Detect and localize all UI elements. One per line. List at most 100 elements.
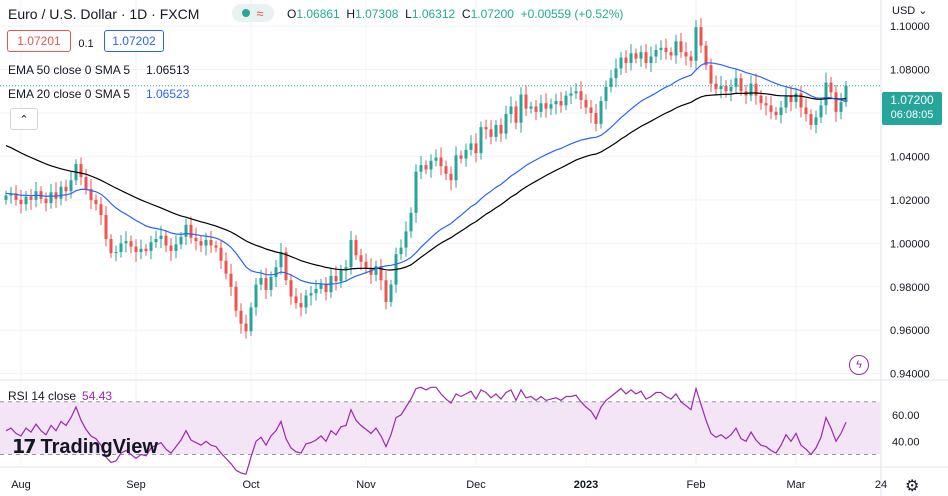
ema20-legend[interactable]: EMA 20 close 0 SMA 5 1.06523 <box>8 87 189 101</box>
candle-body <box>254 284 258 308</box>
candle-body <box>749 83 753 96</box>
rsi-legend[interactable]: RSI 14 close 54.43 <box>8 389 113 403</box>
candle-body <box>669 52 673 56</box>
candle-body <box>734 78 738 87</box>
candle-body <box>759 95 763 104</box>
candle-body <box>294 296 298 304</box>
candle-body <box>59 186 63 199</box>
price-tick-label: 1.10000 <box>890 21 930 33</box>
candle-body <box>539 103 543 112</box>
candle-body <box>259 278 263 285</box>
ema20-label: EMA 20 close 0 SMA 5 <box>8 87 131 101</box>
price-tick-label: 1.02000 <box>890 195 930 207</box>
candle-body <box>139 248 143 252</box>
change-value: +0.00559 (+0.52%) <box>520 7 624 21</box>
rsi-tick-label: 60.00 <box>892 410 920 422</box>
candle-body <box>839 102 843 112</box>
candle-body <box>69 180 73 192</box>
price-tick-label: 0.96000 <box>890 325 930 337</box>
high-value: 1.07308 <box>355 7 399 21</box>
candle-body <box>414 171 418 213</box>
candle-body <box>264 278 268 291</box>
candle-body <box>299 303 303 308</box>
candle-body <box>134 246 138 252</box>
candle-body <box>619 57 623 69</box>
candle-body <box>334 275 338 282</box>
candle-body <box>9 193 13 196</box>
candle-body <box>104 215 108 239</box>
candle-body <box>384 280 388 302</box>
candle-body <box>769 105 773 112</box>
candle-body <box>514 106 518 123</box>
candle-body <box>409 212 413 232</box>
candle-body <box>774 111 778 116</box>
candle-body <box>449 173 453 181</box>
candle-body <box>239 310 243 324</box>
candle-body <box>644 52 648 63</box>
candle-body <box>624 57 628 63</box>
spread-value: 0.1 <box>74 34 98 54</box>
candle-body <box>629 53 633 63</box>
candle-body <box>234 286 238 311</box>
candle-body <box>424 165 428 170</box>
tradingview-logo: 𝟭𝟳 TradingView <box>12 436 158 458</box>
candle-body <box>614 68 618 79</box>
market-status-pill[interactable]: ≈ <box>232 4 274 22</box>
candle-body <box>4 195 8 200</box>
candle-body <box>544 103 548 109</box>
candle-body <box>224 260 228 274</box>
candle-body <box>579 91 583 100</box>
candle-body <box>214 245 218 248</box>
candle-body <box>189 224 193 238</box>
candle-body <box>404 231 408 248</box>
candle-body <box>99 204 103 216</box>
candle-body <box>764 103 768 106</box>
candle-body <box>554 101 558 105</box>
candle-body <box>209 240 213 246</box>
candle-body <box>509 106 513 115</box>
buy-button[interactable]: 1.07202 <box>104 30 164 52</box>
collapse-legend-button[interactable]: ⌃ <box>10 108 38 130</box>
currency-selector[interactable]: USD ⌄ <box>892 5 928 17</box>
symbol-title[interactable]: Euro / U.S. Dollar · 1D · FXCM <box>8 6 200 22</box>
price-tick-label: 0.98000 <box>890 282 930 294</box>
candle-body <box>659 47 663 50</box>
candle-body <box>79 164 83 178</box>
candle-body <box>119 243 123 252</box>
candle-body <box>24 196 28 205</box>
candle-body <box>314 288 318 294</box>
candle-body <box>584 99 588 108</box>
market-open-dot-icon <box>242 9 251 17</box>
candle-body <box>19 199 23 205</box>
candle-body <box>14 193 18 200</box>
candle-body <box>819 105 823 118</box>
candle-body <box>684 52 688 57</box>
candle-body <box>179 236 183 245</box>
sell-button[interactable]: 1.07201 <box>7 30 71 52</box>
candle-body <box>569 93 573 96</box>
candle-body <box>54 192 58 199</box>
candle-body <box>144 248 148 251</box>
candle-body <box>114 252 118 254</box>
candle-body <box>794 93 798 103</box>
candle-body <box>739 78 743 92</box>
candle-body <box>534 106 538 112</box>
candle-body <box>94 199 98 205</box>
candle-body <box>389 284 393 302</box>
candle-body <box>549 104 553 109</box>
gear-icon[interactable]: ⚙ <box>905 478 920 495</box>
candle-body <box>599 101 603 124</box>
rsi-line <box>5 386 847 475</box>
candle-body <box>309 293 313 296</box>
candle-body <box>149 242 153 251</box>
close-value: 1.07200 <box>470 7 514 21</box>
time-tick-label: Sep <box>126 479 146 491</box>
lightning-icon[interactable]: ϟ <box>849 355 869 375</box>
time-tick-label: Feb <box>687 479 706 491</box>
candle-body <box>444 166 448 174</box>
ema50-legend[interactable]: EMA 50 close 0 SMA 5 1.06513 <box>8 63 189 77</box>
candle-body <box>279 252 283 268</box>
rsi-value: 54.43 <box>82 389 113 403</box>
candle-body <box>679 41 683 53</box>
